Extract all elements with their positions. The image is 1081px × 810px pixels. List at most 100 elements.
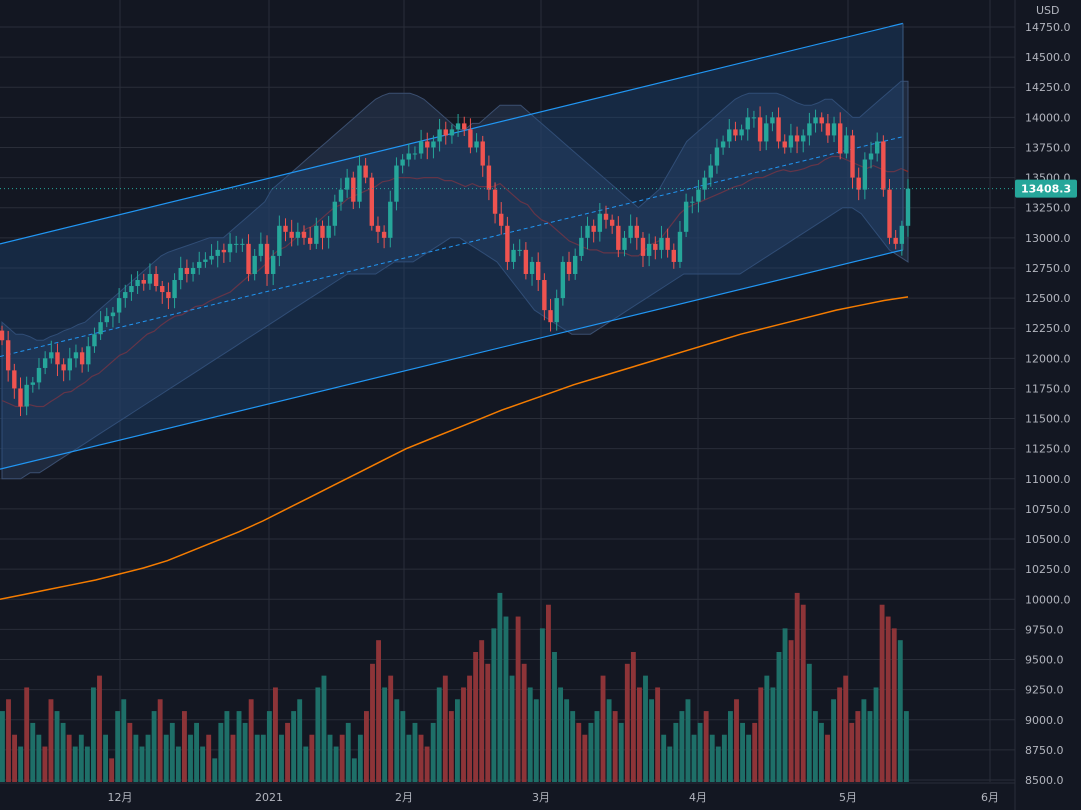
candle-body [696,189,701,202]
candle-body [671,249,676,262]
candle-body [492,189,498,214]
candle-body [123,292,128,299]
volume-bar [461,687,466,782]
regression-channel [0,22,904,470]
y-tick-label: 10500.0 [1025,533,1071,546]
volume-bar [612,711,618,782]
bollinger-band-fill [1,80,909,480]
volume-bar [837,687,843,782]
volume-bar [297,699,303,782]
volume-bar [582,734,588,782]
volume-bar [891,628,897,782]
volume-bar [145,734,151,782]
candle-body [628,225,633,238]
candle-body [831,123,837,136]
candle-body [764,123,769,142]
volume-bar [788,640,794,782]
volume-bar [873,687,879,782]
volume-bar [539,628,545,782]
volume-bar [309,734,315,782]
volume-bar [667,746,673,782]
volume-bar [570,711,576,782]
candle-body [874,141,880,154]
candle-body [776,117,781,142]
volume-bar [54,711,60,782]
last-price-tag [1015,179,1077,198]
volume-bar [339,734,345,782]
candle-body [813,117,818,124]
volume-bar [448,711,454,782]
candle-body [640,237,646,256]
volume-bar [740,722,745,782]
candle-body [55,352,60,365]
candle-body [819,117,824,124]
candle-body [591,225,596,232]
price-axis[interactable]: 8500.0 8750.0 9000.0 9250.0 9500.0 9750.0 1000… [1025,21,1071,787]
candle-body [431,141,436,148]
candle-body [160,286,165,293]
volume-bar [194,722,199,782]
candle-body [609,219,615,226]
volume-bar [430,722,436,782]
candle-body [782,141,787,148]
candle-body [338,189,344,202]
candle-body [246,243,251,274]
candle-body [215,249,220,256]
volume-bar [370,663,375,782]
volume-bar [157,699,163,782]
volume-bar [109,758,115,782]
y-tick-label: 8750.0 [1025,744,1064,757]
volume-bar [697,722,703,782]
volume-bar [734,699,739,782]
volume-bar [503,616,509,782]
candle-body [326,225,331,238]
candle-body [714,147,720,166]
candle-body [844,135,849,154]
volume-bar [485,663,491,782]
candle-body [129,286,134,293]
candle-body [314,225,319,244]
candle-body [659,237,664,250]
candle-body [597,213,603,232]
volume-bar [903,711,909,782]
volume-bar [806,663,812,782]
volume-bar [91,687,96,782]
candle-body [905,188,911,226]
volume-bar [879,604,885,782]
candle-body [270,255,276,274]
candle-body [702,177,707,190]
candle-body [468,129,473,148]
volume-bar [849,722,855,782]
candle-body [79,352,85,365]
candle-body [838,123,843,154]
y-tick-label: 14750.0 [1025,21,1071,34]
volume-bar [388,675,394,782]
candle-body [203,259,208,262]
candle-body [67,358,72,371]
candle-body [449,129,455,136]
y-tick-label: 10750.0 [1025,503,1071,516]
volume-bar [637,687,642,782]
candle-body [616,225,621,250]
volume-bar [746,734,752,782]
time-axis[interactable]: 12月 2021 2月 3月 4月 5月 6月 [108,791,1000,804]
candle-body [221,249,227,253]
volume-bar [127,722,133,782]
candle-body [690,201,695,203]
volume-bar [473,652,479,782]
volume-bar [752,722,758,782]
candle-body [807,123,812,136]
volume-bar [527,687,533,782]
volume-bar [291,711,297,782]
volume-bar [36,734,42,782]
candle-body [147,273,153,284]
volume-bar [218,722,224,782]
volume-bar [60,722,66,782]
volume-bar [279,734,284,782]
candle-body [166,292,171,299]
volume-bar [0,711,5,782]
volume-bar [321,675,327,782]
candle-body [425,141,430,148]
volume-bar [885,616,891,782]
